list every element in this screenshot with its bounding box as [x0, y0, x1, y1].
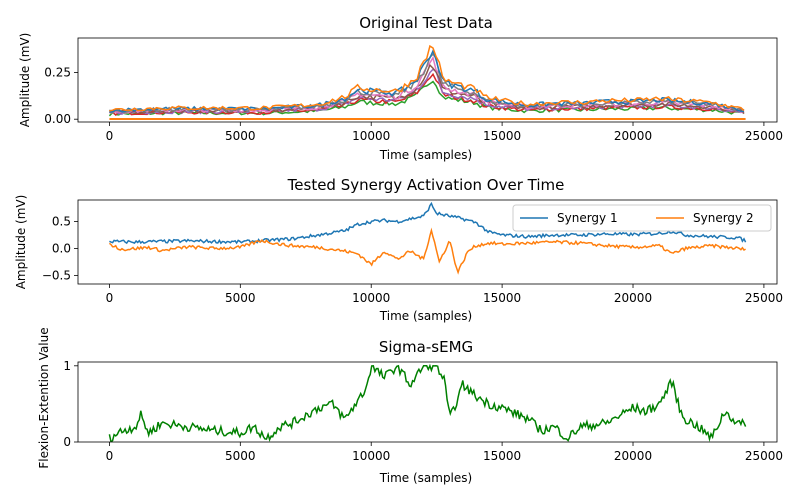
x-tick-label: 25000 [745, 449, 783, 463]
plot-area [77, 199, 778, 285]
x-tick-label: 15000 [483, 291, 521, 305]
plot-frame [77, 199, 778, 285]
channel-line-4 [109, 63, 745, 115]
panel-original-test-data: Original Test Data 0 5000 10000 15000 20000 2… [18, 14, 783, 162]
y-axis-ticks: 01 [63, 359, 78, 449]
x-axis-label: Time (samples) [379, 148, 472, 162]
y-axis-ticks: −0.5 0.0 0.5 [42, 215, 78, 282]
legend: Synergy 1 Synergy 2 [512, 204, 772, 232]
chart-title: Tested Synergy Activation Over Time [287, 176, 565, 194]
y-tick-label: 1 [63, 359, 71, 373]
legend-box [512, 204, 772, 232]
y-tick-label: 0.25 [44, 66, 71, 80]
y-tick-label: 0.0 [52, 241, 71, 255]
series-group [108, 44, 746, 121]
x-tick-label: 5000 [225, 291, 256, 305]
y-axis-ticks: 0.00 0.25 [44, 66, 78, 126]
x-tick-label: 0 [106, 129, 114, 143]
x-tick-label: 25000 [745, 129, 783, 143]
legend-label-synergy-1: Synergy 1 [557, 211, 618, 225]
x-tick-label: 5000 [225, 129, 256, 143]
x-tick-label: 20000 [614, 291, 652, 305]
x-tick-label: 20000 [614, 449, 652, 463]
x-tick-label: 15000 [483, 129, 521, 143]
y-axis-label: Amplitude (mV) [14, 195, 28, 290]
x-axis-ticks: 0 5000 10000 15000 20000 25000 [106, 442, 783, 463]
y-tick-label: 0.5 [52, 215, 71, 229]
plot-frame [77, 37, 778, 123]
x-axis-label: Time (samples) [379, 309, 472, 323]
x-tick-label: 5000 [225, 449, 256, 463]
x-tick-label: 20000 [614, 129, 652, 143]
x-tick-label: 10000 [352, 291, 390, 305]
x-axis-label: Time (samples) [379, 471, 472, 485]
x-tick-label: 15000 [483, 449, 521, 463]
panel-sigma-semg: Sigma-sEMG 0 5000 10000 15000 20000 25000 01 … [37, 327, 783, 485]
series-synergy-2 [108, 227, 746, 275]
y-tick-label: −0.5 [42, 268, 71, 282]
x-tick-label: 0 [106, 449, 114, 463]
x-axis-ticks: 0 5000 10000 15000 20000 25000 [106, 122, 783, 143]
channel-line-8 [109, 44, 745, 112]
panel-synergy-activation: Tested Synergy Activation Over Time 0 500… [14, 176, 783, 323]
plot-frame [77, 361, 778, 443]
x-tick-label: 25000 [745, 291, 783, 305]
plot-area [77, 37, 778, 123]
series-synergy-1 [109, 201, 747, 245]
x-tick-label: 10000 [352, 449, 390, 463]
x-axis-ticks: 0 5000 10000 15000 20000 25000 [106, 284, 783, 305]
chart-title: Sigma-sEMG [379, 338, 473, 356]
plot-area [77, 361, 778, 443]
x-tick-label: 0 [106, 291, 114, 305]
series-line [108, 363, 747, 442]
y-tick-label: 0 [63, 435, 71, 449]
y-tick-label: 0.00 [44, 112, 71, 126]
channel-line-6 [108, 52, 745, 114]
y-axis-label: Flexion-Extention Value [37, 327, 51, 468]
y-axis-label: Amplitude (mV) [18, 33, 32, 128]
series-group [108, 363, 747, 442]
series-group [108, 201, 747, 275]
x-tick-label: 10000 [352, 129, 390, 143]
chart-title: Original Test Data [359, 14, 493, 32]
legend-label-synergy-2: Synergy 2 [693, 211, 754, 225]
channel-line-3 [109, 68, 745, 115]
